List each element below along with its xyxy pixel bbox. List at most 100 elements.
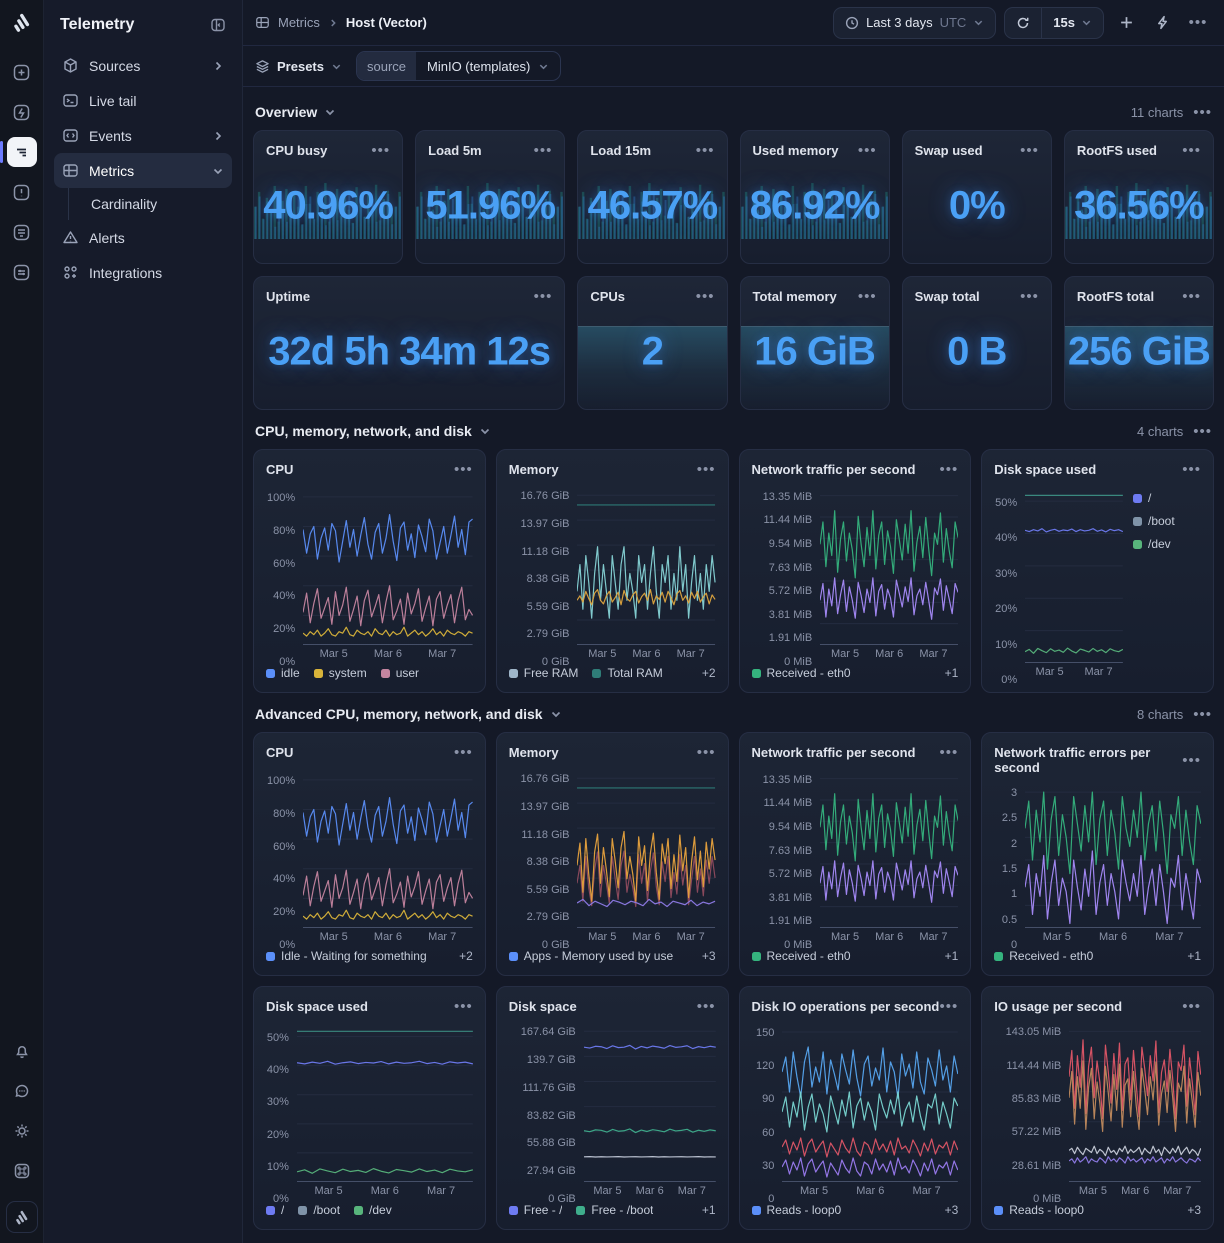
x-axis: Mar 5 Mar 6 Mar 7	[1025, 928, 1201, 945]
y-tick-label: 13.35 MiB	[762, 490, 813, 503]
card-menu-button[interactable]: •••	[1182, 751, 1201, 769]
legend-item[interactable]: /dev	[1133, 537, 1201, 551]
chart-card-network-traffic-per-second: Network traffic per second ••• 0 MiB 1.91 M…	[738, 449, 972, 693]
card-menu-button[interactable]: •••	[1182, 142, 1201, 159]
brand-badge-icon[interactable]	[5, 1201, 38, 1233]
section-overview: Overview 11 charts ••• CPU busy ••• 40.96%…	[253, 91, 1214, 410]
card-menu-button[interactable]: •••	[695, 142, 715, 159]
add-chart-button[interactable]	[1112, 9, 1140, 37]
legend-item[interactable]: /	[1133, 491, 1201, 505]
card-menu-button[interactable]: •••	[696, 461, 716, 478]
card-menu-button[interactable]: •••	[1182, 288, 1201, 305]
sidebar-item-events[interactable]: Events	[54, 118, 232, 153]
legend-swatch	[1133, 516, 1142, 526]
card-menu-button[interactable]: •••	[1182, 461, 1201, 478]
card-menu-button[interactable]: •••	[695, 288, 715, 305]
sidebar-item-metrics[interactable]: Metrics	[54, 153, 232, 188]
card-menu-button[interactable]: •••	[533, 288, 553, 305]
time-range-picker[interactable]: Last 3 days UTC	[833, 6, 997, 39]
legend-item[interactable]: idle	[266, 666, 300, 680]
legend-item[interactable]: /boot	[298, 1203, 340, 1217]
legend-item[interactable]: Reads - loop0	[751, 1203, 841, 1217]
x-axis: Mar 5 Mar 6 Mar 7	[782, 1182, 958, 1199]
card-menu-button[interactable]: •••	[696, 744, 716, 761]
sidebar-collapse-icon[interactable]	[210, 17, 226, 33]
card-menu-button[interactable]: •••	[371, 142, 391, 159]
section-title: Advanced CPU, memory, network, and disk	[255, 706, 543, 722]
legend-item[interactable]: Free - /boot	[576, 1203, 653, 1217]
card-menu-button[interactable]: •••	[533, 142, 553, 159]
section-menu-button[interactable]: •••	[1193, 705, 1212, 723]
card-menu-button[interactable]: •••	[696, 998, 716, 1015]
brand-logo-icon[interactable]	[10, 10, 34, 34]
card-menu-button[interactable]: •••	[453, 461, 473, 478]
card-menu-button[interactable]: •••	[1020, 288, 1039, 305]
rail-uptime-monitor-icon[interactable]	[7, 57, 37, 87]
refresh-control: 15s	[1004, 6, 1104, 39]
y-tick-label: 0 GiB	[541, 939, 570, 951]
source-filter[interactable]: source MinIO (templates)	[355, 51, 562, 81]
legend-item[interactable]: /dev	[354, 1203, 392, 1217]
section-menu-button[interactable]: •••	[1193, 103, 1212, 121]
sidebar-item-cardinality[interactable]: Cardinality	[68, 188, 232, 220]
legend-item[interactable]: user	[380, 666, 419, 680]
sidebar-item-live-tail[interactable]: Live tail	[54, 83, 232, 118]
section-toggle[interactable]: Overview	[255, 104, 336, 120]
card-menu-button[interactable]: •••	[857, 288, 877, 305]
legend-item[interactable]: Received - eth0	[994, 949, 1093, 963]
rail-status-page-icon[interactable]	[7, 217, 37, 247]
card-menu-button[interactable]: •••	[1182, 998, 1201, 1015]
section-title: Overview	[255, 104, 318, 120]
stat-card-cpu-busy: CPU busy ••• 40.96%	[253, 130, 404, 264]
refresh-button[interactable]	[1005, 8, 1041, 38]
rail-connections-icon[interactable]	[7, 257, 37, 287]
sidebar-item-sources[interactable]: Sources	[54, 48, 232, 83]
x-axis: Mar 5 Mar 6 Mar 7	[303, 645, 473, 662]
chart-card-network-traffic-per-second: Network traffic per second ••• 0 MiB 1.91 M…	[738, 732, 972, 976]
legend-item[interactable]: Total RAM	[592, 666, 663, 680]
legend-item[interactable]: /boot	[1133, 514, 1201, 528]
card-menu-button[interactable]: •••	[453, 744, 473, 761]
rail-incident-icon[interactable]	[7, 177, 37, 207]
bell-icon[interactable]	[7, 1036, 37, 1066]
chart-card-disk-io-operations-per-second: Disk IO operations per second ••• 0 30 60 90 1…	[738, 986, 972, 1230]
presets-button[interactable]: Presets	[255, 59, 342, 74]
sidebar-item-integrations[interactable]: Integrations	[54, 255, 232, 290]
legend-item[interactable]: system	[313, 666, 367, 680]
command-menu-icon[interactable]	[7, 1156, 37, 1186]
rail-lightning-icon[interactable]	[7, 97, 37, 127]
legend-item[interactable]: Free - /	[508, 1203, 562, 1217]
refresh-interval-select[interactable]: 15s	[1041, 7, 1103, 38]
section-toggle[interactable]: CPU, memory, network, and disk	[255, 423, 491, 439]
y-axis: 0 MiB 28.61 MiB 57.22 MiB 85.83 MiB 114.44 M…	[994, 1022, 1069, 1205]
chat-icon[interactable]	[7, 1076, 37, 1106]
more-options-button[interactable]: •••	[1184, 9, 1212, 37]
plus-icon	[1120, 17, 1132, 28]
legend-item[interactable]: Idle - Waiting for something	[266, 949, 427, 963]
legend-item[interactable]: Free RAM	[508, 666, 578, 680]
card-menu-button[interactable]: •••	[857, 142, 877, 159]
x-tick-label: Mar 5	[830, 648, 860, 660]
legend-item[interactable]: Reads - loop0	[994, 1203, 1084, 1217]
theme-sun-icon[interactable]	[7, 1116, 37, 1146]
rail-telemetry-logs-icon[interactable]	[0, 137, 37, 167]
quick-actions-button[interactable]	[1148, 9, 1176, 37]
card-menu-button[interactable]: •••	[453, 998, 473, 1015]
y-tick-label: 0 MiB	[784, 656, 813, 668]
legend-item[interactable]: Apps - Memory used by use	[508, 949, 673, 963]
card-menu-button[interactable]: •••	[939, 744, 959, 761]
section-menu-button[interactable]: •••	[1193, 422, 1212, 440]
card-menu-button[interactable]: •••	[1020, 142, 1039, 159]
section-toggle[interactable]: Advanced CPU, memory, network, and disk	[255, 706, 562, 722]
card-menu-button[interactable]: •••	[939, 461, 959, 478]
sidebar-item-alerts[interactable]: Alerts	[54, 220, 232, 255]
section-advanced-cpu-memory-network-disk: Advanced CPU, memory, network, and disk …	[253, 693, 1214, 1230]
legend-item[interactable]: Received - eth0	[751, 666, 851, 680]
x-tick-label: Mar 7	[428, 648, 457, 660]
card-menu-button[interactable]: •••	[939, 998, 959, 1015]
breadcrumb-section[interactable]: Metrics	[278, 15, 320, 30]
legend-item[interactable]: /	[266, 1203, 284, 1217]
x-tick-label: Mar 7	[1084, 666, 1113, 678]
legend-item[interactable]: Received - eth0	[751, 949, 851, 963]
stat-value: 36.56%	[1074, 183, 1205, 228]
